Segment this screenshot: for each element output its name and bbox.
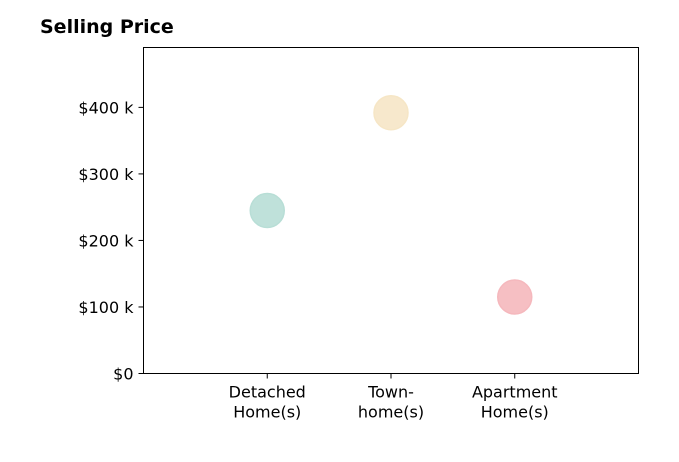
data-point xyxy=(249,192,285,229)
x-tick-label: home(s) xyxy=(358,403,424,422)
data-point xyxy=(497,279,533,315)
y-tick-label: $100 k xyxy=(78,298,134,317)
data-point xyxy=(373,94,409,131)
y-tick-label: $300 k xyxy=(78,165,134,184)
y-axis: $0 $100 k $200 k $300 k $400 k xyxy=(78,98,144,384)
x-tick-label: Home(s) xyxy=(233,403,301,422)
chart-title: Selling Price xyxy=(40,16,174,38)
data-points xyxy=(249,94,533,315)
y-tick-label: $400 k xyxy=(78,98,134,117)
plot-frame xyxy=(143,47,639,374)
x-tick-label: Detached xyxy=(229,383,306,402)
x-tick-label: Home(s) xyxy=(481,403,549,422)
x-axis: DetachedHome(s)Town-home(s)ApartmentHome… xyxy=(229,373,558,422)
y-tick-label: $0 xyxy=(113,365,133,384)
x-tick-label: Town- xyxy=(367,383,414,402)
x-tick-label: Apartment xyxy=(472,383,558,402)
y-tick-label: $200 k xyxy=(78,231,134,250)
